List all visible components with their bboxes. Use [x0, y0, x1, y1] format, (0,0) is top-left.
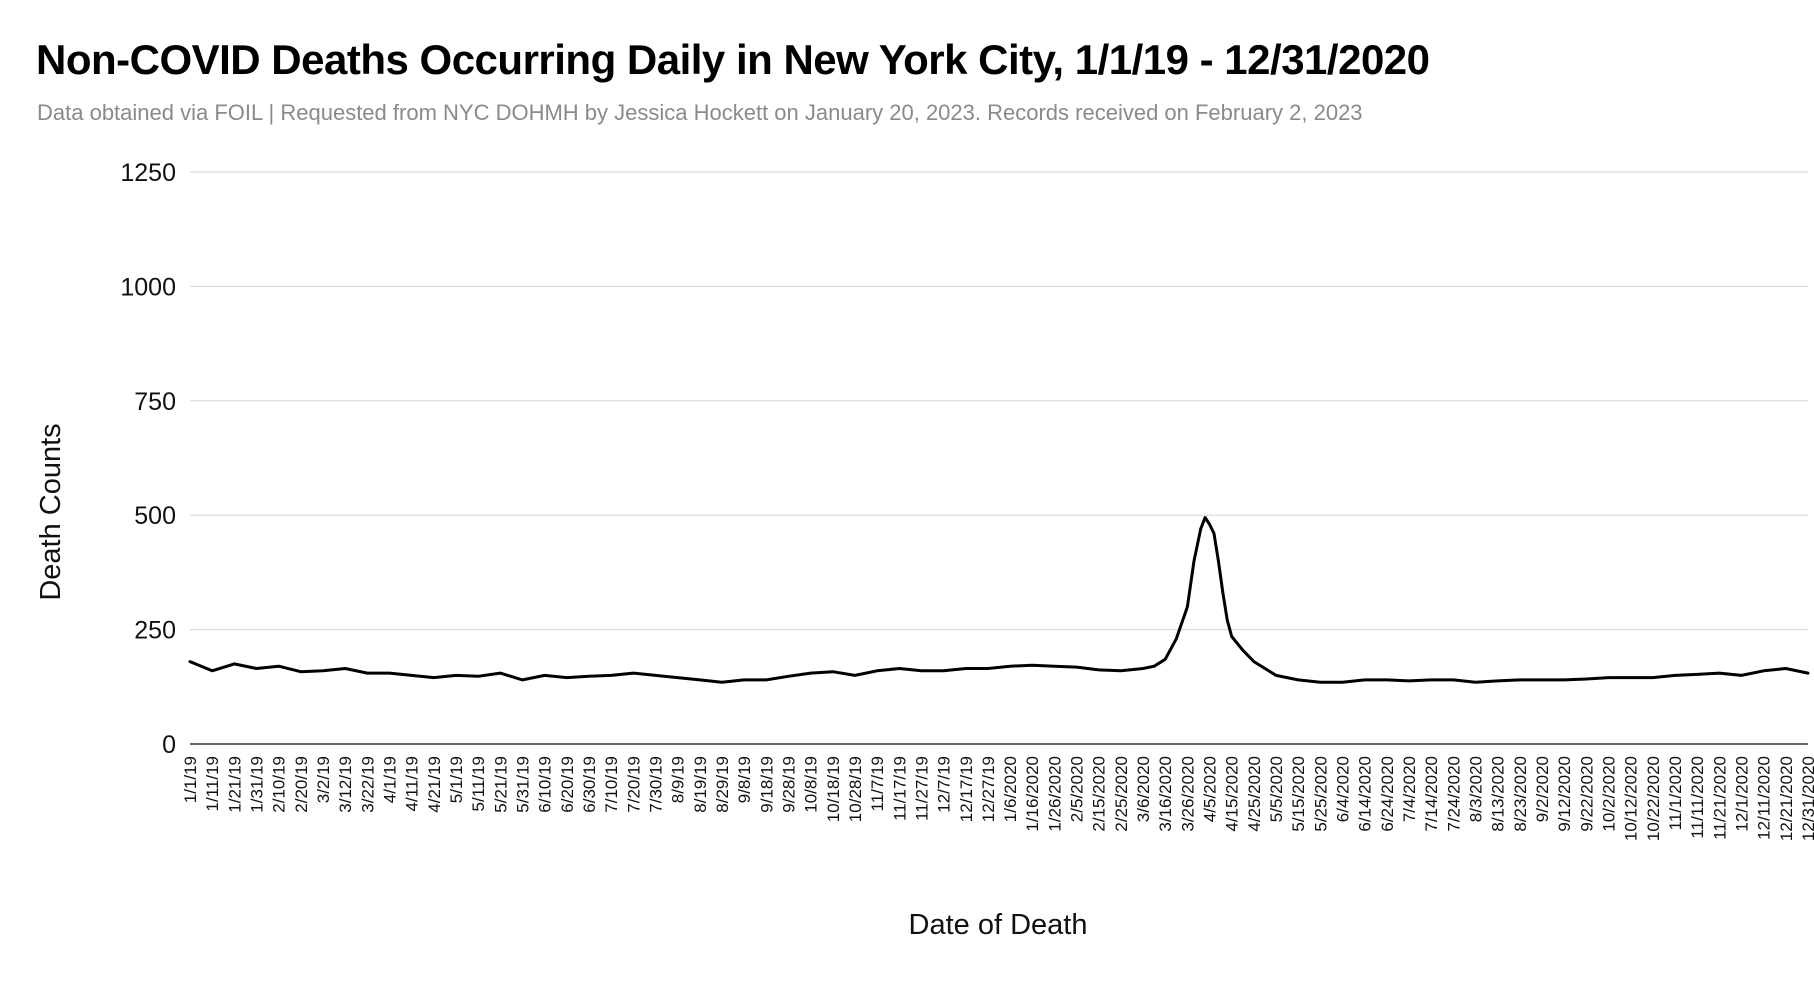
x-tick-label: 11/17/19 [890, 756, 909, 821]
x-tick-label: 1/6/2020 [1001, 756, 1020, 822]
x-tick-label: 10/12/2020 [1622, 756, 1641, 841]
chart-subtitle: Data obtained via FOIL | Requested from … [37, 100, 1363, 125]
x-tick-label: 8/23/2020 [1511, 756, 1530, 832]
x-tick-label: 5/31/19 [513, 756, 532, 813]
x-tick-label: 12/27/19 [979, 756, 998, 822]
x-tick-label: 5/25/2020 [1311, 756, 1330, 832]
x-tick-label: 12/1/2020 [1733, 756, 1752, 832]
x-tick-label: 12/11/2020 [1755, 756, 1774, 840]
x-tick-label: 9/12/2020 [1555, 756, 1574, 832]
gridlines [190, 171, 1808, 631]
x-tick-label: 9/22/2020 [1577, 756, 1596, 832]
x-tick-label: 6/14/2020 [1356, 756, 1375, 832]
x-tick-label: 7/24/2020 [1444, 756, 1463, 832]
x-tick-label: 6/20/19 [558, 756, 577, 813]
x-tick-label: 2/5/2020 [1068, 756, 1087, 822]
x-tick-label: 11/7/19 [868, 756, 887, 811]
x-tick-label: 8/19/19 [691, 756, 710, 813]
x-tick-label: 9/18/19 [757, 756, 776, 813]
x-tick-label: 10/2/2020 [1600, 756, 1619, 832]
x-tick-label: 11/27/19 [912, 756, 931, 821]
x-tick-label: 1/21/19 [225, 756, 244, 813]
x-tick-label: 11/21/2020 [1710, 756, 1729, 840]
x-tick-label: 3/26/2020 [1178, 756, 1197, 832]
x-tick-label: 3/2/19 [314, 756, 333, 803]
x-tick-label: 8/3/2020 [1467, 756, 1486, 822]
y-tick-label: 250 [134, 617, 176, 645]
x-tick-label: 6/30/19 [580, 756, 599, 813]
x-tick-label: 1/1/19 [181, 756, 200, 803]
x-tick-label: 7/10/19 [602, 756, 621, 813]
x-tick-label: 4/25/2020 [1245, 756, 1264, 832]
x-tick-label: 2/10/19 [270, 756, 289, 813]
x-tick-label: 6/10/19 [536, 756, 555, 813]
x-tick-label: 4/1/19 [380, 756, 399, 803]
series-layer [188, 516, 1810, 684]
x-tick-label: 1/11/19 [203, 756, 222, 811]
x-tick-label: 3/12/19 [336, 756, 355, 813]
x-tick-label: 7/4/2020 [1400, 756, 1419, 822]
x-tick-label: 10/22/2020 [1644, 756, 1663, 841]
x-tick-label: 5/5/2020 [1267, 756, 1286, 822]
x-tick-label: 12/21/2020 [1777, 756, 1796, 841]
x-tick-label: 7/20/19 [624, 756, 643, 813]
x-tick-label: 4/5/2020 [1201, 756, 1220, 822]
chart-title: Non-COVID Deaths Occurring Daily in New … [36, 36, 1430, 83]
y-tick-label: 0 [162, 731, 176, 759]
x-tick-label: 12/7/19 [935, 756, 954, 813]
x-tick-label: 9/28/19 [779, 756, 798, 813]
y-tick-label: 750 [134, 388, 176, 416]
series-line [188, 516, 1810, 684]
x-tick-label: 2/25/2020 [1112, 756, 1131, 832]
x-tick-label: 9/2/2020 [1533, 756, 1552, 822]
x-tick-label: 8/13/2020 [1489, 756, 1508, 832]
x-tick-label: 4/11/19 [403, 756, 422, 811]
x-tick-label: 3/22/19 [358, 756, 377, 813]
x-tick-label: 6/24/2020 [1378, 756, 1397, 832]
x-tick-label: 10/28/19 [846, 756, 865, 822]
x-tick-label: 9/8/19 [735, 756, 754, 803]
x-tick-label: 10/18/19 [824, 756, 843, 822]
x-tick-label: 1/16/2020 [1023, 756, 1042, 832]
x-tick-label: 2/15/2020 [1090, 756, 1109, 832]
y-tick-label: 1000 [120, 273, 176, 301]
x-tick-label: 1/26/2020 [1045, 756, 1064, 832]
x-tick-label: 6/4/2020 [1334, 756, 1353, 822]
x-tick-label: 12/17/19 [957, 756, 976, 822]
x-tick-label: 8/29/19 [713, 756, 732, 813]
x-tick-label: 5/15/2020 [1289, 756, 1308, 832]
x-tick-label: 4/15/2020 [1223, 756, 1242, 832]
x-tick-label: 11/1/2020 [1666, 756, 1685, 830]
x-tick-label: 1/31/19 [247, 756, 266, 813]
x-tick-label: 7/14/2020 [1422, 756, 1441, 832]
x-tick-label: 7/30/19 [646, 756, 665, 813]
y-axis-title: Death Counts [35, 423, 67, 600]
x-tick-label: 11/11/2020 [1688, 756, 1707, 839]
x-tick-label: 12/31/2020 [1799, 756, 1814, 841]
x-tick-label: 4/21/19 [425, 756, 444, 813]
x-tick-label: 5/21/19 [491, 756, 510, 813]
y-tick-labels: 0 250 500 750 1000 1250 [120, 159, 176, 759]
y-tick-label: 500 [134, 502, 176, 530]
x-tick-label: 8/9/19 [669, 756, 688, 803]
x-tick-label: 5/1/19 [447, 756, 466, 803]
y-tick-label: 1250 [120, 159, 176, 187]
x-tick-label: 3/16/2020 [1156, 756, 1175, 832]
x-tick-label: 10/8/19 [802, 756, 821, 813]
x-axis-title: Date of Death [909, 909, 1088, 941]
x-tick-labels: 1/1/19 1/11/19 1/21/19 1/31/19 2/10/19 2/20/1… [181, 756, 1814, 841]
x-tick-label: 3/6/2020 [1134, 756, 1153, 822]
x-tick-label: 2/20/19 [292, 756, 311, 813]
x-tick-label: 5/11/19 [469, 756, 488, 811]
